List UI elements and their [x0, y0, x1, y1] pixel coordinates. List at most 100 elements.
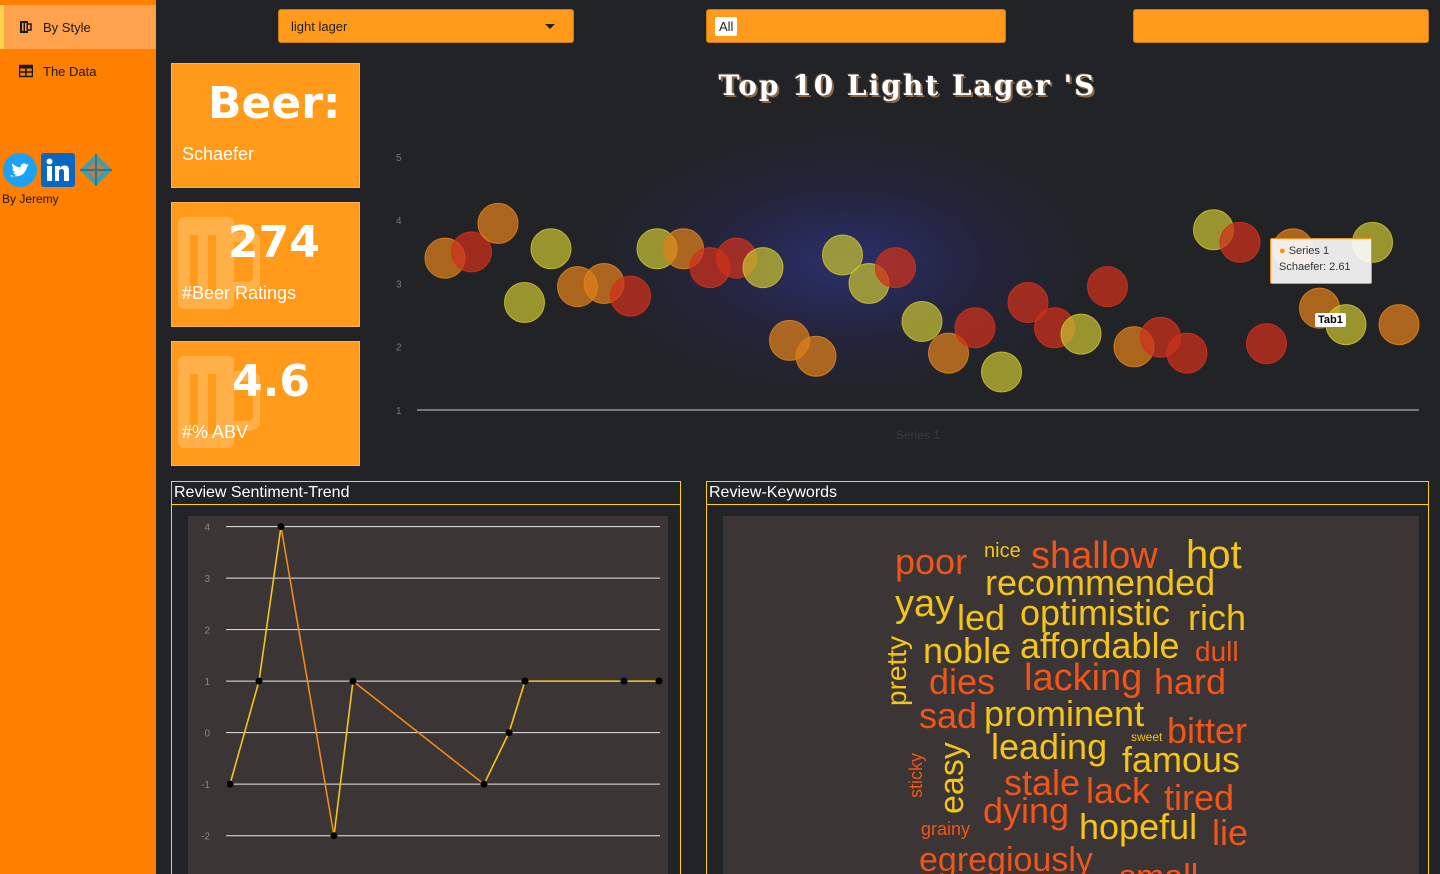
social-links [2, 152, 114, 188]
keyword-hard: hard [1154, 661, 1227, 702]
keyword-hot: hot [1186, 533, 1242, 577]
keywords-panel: Review-Keywords poor nice shallow hot recomm… [706, 481, 1429, 874]
x-axis-label: Series 1 [896, 428, 940, 442]
trend-point[interactable] [349, 677, 357, 685]
ratings-count: 274 [228, 217, 320, 268]
abv-box: 4.6 #% ABV [171, 341, 360, 466]
style-select-value: light lager [291, 19, 348, 34]
y-tick-label: 3 [204, 574, 210, 585]
beer-mug-icon [178, 356, 260, 448]
sidebar-item-label: The Data [43, 63, 97, 79]
keyword-dies: dies [929, 661, 996, 702]
sidebar-item-by-style[interactable]: By Style [0, 5, 156, 49]
bubble-point[interactable] [1166, 332, 1208, 374]
tooltip-text: Schaefer: 2.61 [1279, 261, 1351, 273]
twitter-icon[interactable] [2, 152, 38, 188]
bubble-point[interactable] [822, 234, 863, 276]
trend-point[interactable] [255, 677, 263, 685]
keyword-lie: lie [1212, 812, 1249, 853]
keyword-famous: famous [1122, 739, 1241, 780]
sentiment-panel: Review Sentiment-Trend 4 3 2 1 0 -1 -2 [171, 481, 681, 874]
sentiment-plot-area: 4 3 2 1 0 -1 -2 [188, 516, 668, 874]
bubble-point[interactable] [1087, 266, 1128, 308]
keyword-sticky: sticky [906, 753, 926, 798]
divider [172, 504, 680, 505]
trend-point[interactable] [505, 729, 513, 737]
trend-line-segment [280, 526, 335, 836]
bubble-point[interactable] [504, 281, 545, 323]
keyword-yay: yay [895, 583, 955, 625]
keyword-dying: dying [983, 790, 1070, 831]
sidebar-item-the-data[interactable]: The Data [0, 49, 156, 93]
trend-point[interactable] [620, 677, 628, 685]
chart-title: Top 10 Light Lager 'S [718, 69, 1097, 102]
selected-chip[interactable]: All [715, 17, 738, 36]
style-select[interactable]: light lager [278, 9, 574, 43]
word-cloud: poor nice shallow hot recommended yay led optim… [723, 516, 1419, 874]
bubble-point[interactable] [928, 332, 969, 374]
keyword-poor: poor [895, 541, 968, 582]
trend-point[interactable] [480, 780, 488, 788]
y-tick-label: 2 [396, 343, 402, 354]
keyword-pretty: pretty [881, 635, 912, 706]
bubble-point[interactable] [610, 275, 651, 317]
keyword-optimistic: optimistic [1020, 592, 1171, 633]
bubble-point[interactable] [901, 300, 943, 342]
beer-name-box: Beer: Schaefer [171, 63, 360, 188]
keyword-easy: easy [933, 742, 971, 814]
panel-title: Review-Keywords [709, 484, 838, 501]
trend-point[interactable] [226, 780, 234, 788]
beer-select[interactable]: All [706, 9, 1006, 43]
sentiment-line-chart[interactable]: 4 3 2 1 0 -1 -2 [188, 516, 668, 874]
keyword-dull: dull [1195, 636, 1239, 667]
trend-point[interactable] [330, 832, 338, 840]
panel-title: Review Sentiment-Trend [174, 484, 350, 501]
trend-point[interactable] [277, 523, 285, 531]
chart-tooltip: ● Series 1 Schaefer: 2.61 [1270, 238, 1372, 284]
y-tick-label: 3 [396, 279, 402, 290]
abv-label: #% ABV [182, 422, 249, 442]
bubble-point[interactable] [795, 335, 837, 377]
byline: By Jeremy [2, 192, 59, 206]
bubble-point[interactable] [1246, 323, 1287, 365]
trend-line-segment [508, 680, 526, 733]
bubble-point[interactable] [1378, 304, 1420, 346]
chevron-down-icon [545, 24, 555, 29]
trend-line-segment [333, 681, 354, 836]
y-tick-label: -1 [201, 780, 210, 791]
bubble-point[interactable] [875, 247, 916, 289]
y-tick-label: 4 [204, 523, 210, 534]
keyword-nice: nice [984, 540, 1021, 562]
bubble-point[interactable] [742, 247, 784, 289]
keyword-small: small [1119, 860, 1198, 874]
y-tick-label: -2 [201, 832, 210, 843]
keyword-rich: rich [1188, 597, 1247, 638]
keyword-hopeful: hopeful [1079, 806, 1198, 847]
sidebar: By Style The Data By Jeremy [0, 0, 156, 874]
keyword-stale: stale [1004, 762, 1081, 803]
y-tick-label: 1 [396, 406, 402, 417]
beer-heading: Beer: [208, 78, 341, 129]
beer-mug-icon [19, 20, 33, 34]
bubble-point[interactable] [1007, 281, 1049, 323]
bubble-point[interactable] [477, 202, 519, 244]
bubble-point[interactable] [530, 228, 572, 270]
keyword-sad: sad [919, 695, 978, 736]
abv-value: 4.6 [232, 356, 310, 407]
bubble-point[interactable] [1219, 221, 1261, 263]
keyword-tired: tired [1164, 777, 1235, 818]
trend-line-segment [352, 680, 485, 785]
bubble-point[interactable] [1060, 313, 1102, 355]
bubble-point[interactable] [954, 307, 996, 349]
y-tick-label: 1 [204, 677, 210, 688]
bubble-point[interactable] [451, 231, 492, 273]
linkedin-icon[interactable] [40, 152, 76, 188]
divider [707, 504, 1428, 505]
trend-point[interactable] [521, 677, 529, 685]
bubble-point[interactable] [981, 351, 1022, 393]
keyword-prominent: prominent [984, 693, 1145, 734]
trend-point[interactable] [655, 677, 663, 685]
third-select[interactable] [1133, 9, 1429, 43]
kaggle-icon[interactable] [78, 152, 114, 188]
